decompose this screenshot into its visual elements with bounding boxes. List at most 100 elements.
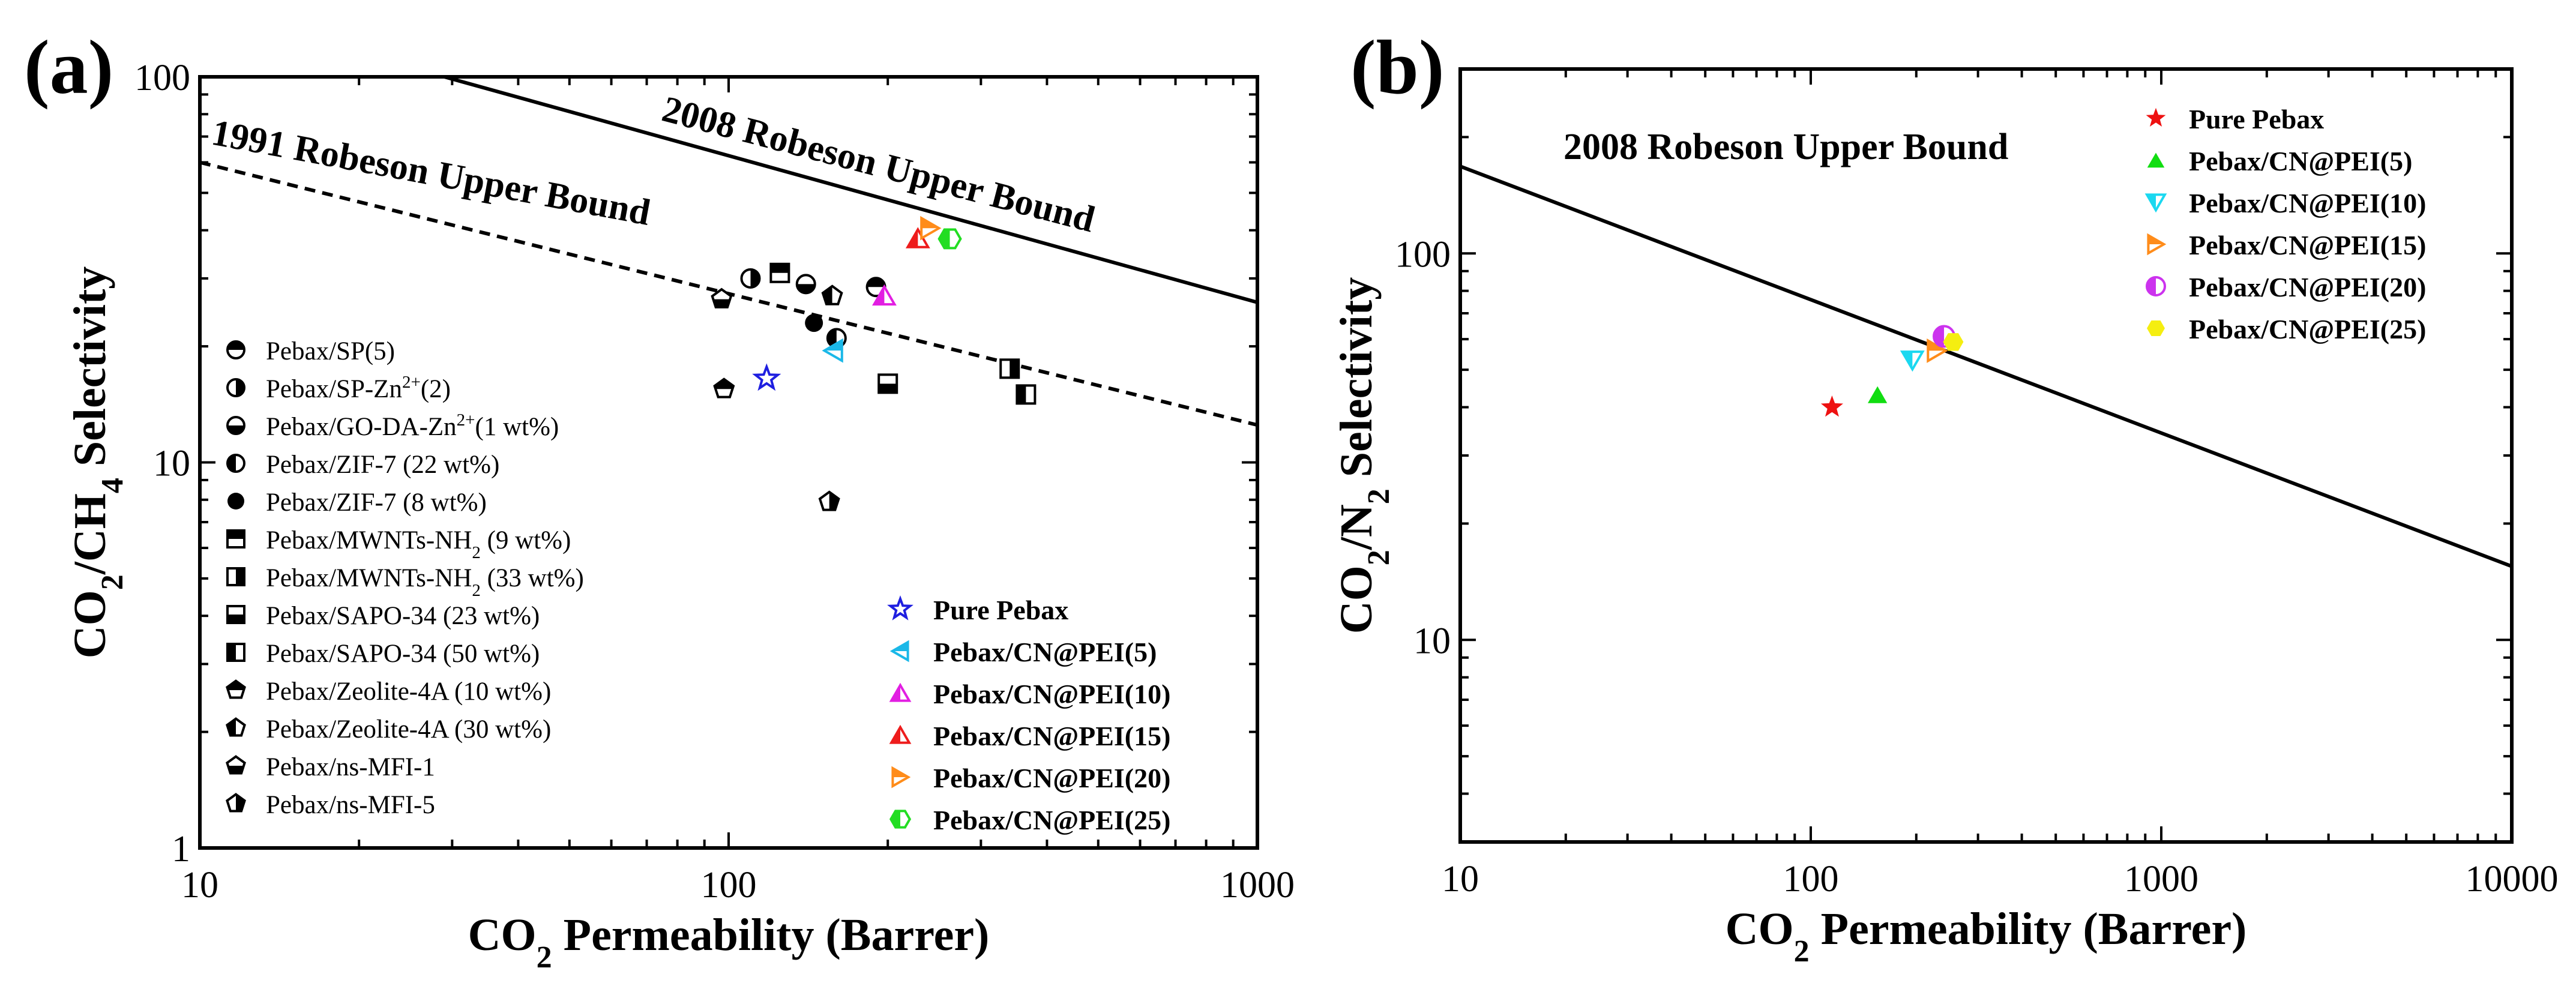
label-part: 2 <box>537 940 552 975</box>
marker-shape <box>227 766 244 774</box>
legend-label: Pebax/CN@PEI(15) <box>933 721 1170 751</box>
legend-marker <box>226 340 245 359</box>
marker-shape <box>937 228 962 250</box>
legend-marker <box>226 567 245 586</box>
marker-shape <box>226 643 245 662</box>
upper-bound-line <box>1460 164 2512 568</box>
reference-point <box>999 358 1020 379</box>
legend-label: Pebax/CN@PEI(25) <box>2189 314 2426 344</box>
marker-shape <box>889 810 912 829</box>
y-tick-label: 1 <box>172 829 190 870</box>
y-tick-label: 10 <box>1413 621 1451 661</box>
marker-shape <box>769 262 790 283</box>
panel-b-label: (b) <box>1350 25 1444 110</box>
legend-marker <box>226 454 245 473</box>
reference-point <box>740 268 761 289</box>
legend-label: Pebax/ns-MFI-1 <box>266 753 435 781</box>
plot-frame <box>1458 67 2514 844</box>
marker-shape <box>889 682 912 702</box>
marker-shape <box>226 340 245 359</box>
legend-marker <box>226 605 245 624</box>
marker-shape <box>1900 350 1925 372</box>
legend-label: Pebax/CN@PEI(5) <box>933 637 1157 667</box>
marker-shape <box>226 717 246 737</box>
x-tick-label: 10 <box>181 865 218 906</box>
marker-shape <box>227 644 236 661</box>
reference-point <box>769 262 790 283</box>
x-tick-label: 1000 <box>2124 859 2198 900</box>
marker-shape <box>872 284 897 306</box>
label-part: Pebax/SAPO-34 (23 wt%) <box>266 602 540 630</box>
series-point <box>872 284 897 306</box>
y-tick-label: 10 <box>153 443 190 484</box>
x-tick-label: 100 <box>1783 859 1839 900</box>
series-point <box>1868 386 1888 403</box>
label-part: /N <box>1331 504 1382 550</box>
legend-marker <box>887 595 913 621</box>
legend-label: Pebax/Zeolite-4A (30 wt%) <box>266 715 551 744</box>
y-axis-label: CO2/CH4 Selectivity <box>65 266 130 659</box>
marker-shape <box>226 378 245 397</box>
legend-label: Pebax/ns-MFI-5 <box>266 791 435 819</box>
series-point <box>920 215 942 241</box>
x-tick-label: 100 <box>701 865 757 906</box>
label-part: (1 wt%) <box>475 413 559 441</box>
marker-shape <box>1016 384 1037 405</box>
legend-label: Pebax/CN@PEI(15) <box>2189 230 2426 260</box>
series-point <box>1927 338 1948 363</box>
series-point <box>905 227 930 248</box>
marker-shape <box>2147 233 2167 256</box>
marker-shape <box>227 531 244 540</box>
series-point <box>1900 350 1925 372</box>
label-part: 4 <box>95 478 130 493</box>
label-part: Pebax/MWNTs-NH <box>266 564 472 592</box>
legend-marker <box>227 493 244 510</box>
reference-point <box>818 490 840 511</box>
reference-point <box>821 284 843 305</box>
legend-label: Pebax/GO-DA-Zn2+(1 wt%) <box>266 410 559 441</box>
series-point <box>937 228 962 250</box>
legend-marker <box>2147 233 2167 256</box>
label-part: Pebax/Zeolite-4A (10 wt%) <box>266 678 551 706</box>
legend-marker <box>889 640 909 663</box>
reference-point <box>711 287 733 308</box>
series-point <box>1820 395 1843 417</box>
legend-label: Pebax/SAPO-34 (50 wt%) <box>266 640 540 668</box>
x-axis-label: CO2 Permeability (Barrer) <box>468 910 990 975</box>
legend-label: Pebax/ZIF-7 (8 wt%) <box>266 488 487 517</box>
marker-shape <box>1017 385 1026 404</box>
label-part: Pebax/SAPO-34 (50 wt%) <box>266 640 540 668</box>
label-part: CO <box>468 910 537 960</box>
legend-marker <box>2146 276 2166 296</box>
marker-shape <box>226 567 245 586</box>
legend-label: Pebax/Zeolite-4A (10 wt%) <box>266 678 551 706</box>
marker-shape <box>740 268 761 289</box>
marker-shape <box>822 338 843 363</box>
legend-label: Pebax/CN@PEI(20) <box>2189 272 2426 302</box>
label-part: Pebax/Zeolite-4A (30 wt%) <box>266 715 551 744</box>
legend-label: Pebax/CN@PEI(10) <box>2189 188 2426 218</box>
label-part: 2 <box>95 574 130 590</box>
marker-shape <box>999 358 1020 379</box>
x-tick-label: 1000 <box>1220 865 1295 906</box>
marker-shape <box>889 724 912 744</box>
y-tick-label: 100 <box>134 58 190 98</box>
series-point <box>752 363 781 391</box>
legend-label: Pebax/ZIF-7 (22 wt%) <box>266 451 499 479</box>
marker-shape <box>795 274 816 295</box>
legend-label: Pure Pebax <box>933 595 1068 625</box>
marker-shape <box>889 640 909 663</box>
legend-label: Pebax/SP-Zn2+(2) <box>266 373 451 403</box>
marker-shape <box>2146 276 2166 296</box>
legend-marker <box>891 766 911 789</box>
label-part: Pebax/MWNTs-NH <box>266 526 472 555</box>
legend-label: Pebax/CN@PEI(10) <box>933 679 1170 709</box>
marker-shape <box>879 383 897 393</box>
legend-marker <box>226 679 246 699</box>
label-part: Pebax/ns-MFI-5 <box>266 791 435 819</box>
legend-label: Pebax/SP(5) <box>266 337 395 365</box>
label-part: Pebax/ZIF-7 (22 wt%) <box>266 451 499 479</box>
x-tick-label: 10 <box>1442 859 1479 900</box>
reference-point <box>713 377 735 398</box>
